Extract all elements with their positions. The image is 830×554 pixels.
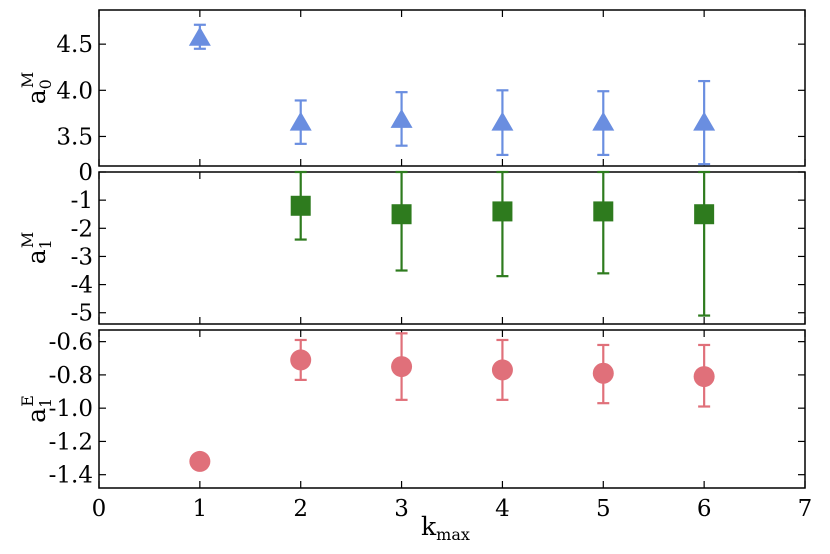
x-tick-label: 2 xyxy=(293,496,308,522)
y-tick-label: -1.4 xyxy=(49,463,93,489)
y-axis-label: a1M xyxy=(18,232,55,264)
y-tick-label: -2 xyxy=(71,216,93,242)
data-point xyxy=(491,359,513,381)
y-axis-label-sup: E xyxy=(18,395,37,407)
data-point xyxy=(290,195,311,216)
y-tick-label: -1 xyxy=(71,188,93,214)
x-axis-label-base: k xyxy=(421,512,437,541)
data-point xyxy=(391,356,413,378)
y-tick-label: 4.5 xyxy=(56,32,93,58)
panel-2: 0-1-2-3 -4-5 a1M xyxy=(18,160,806,327)
y-tick-label: 0 xyxy=(78,160,93,186)
y-axis-label-base: a xyxy=(22,89,51,104)
data-point xyxy=(390,108,413,128)
y-axis-label-sup: M xyxy=(18,72,37,88)
data-point xyxy=(592,111,615,131)
panel-frame xyxy=(98,171,806,325)
y-tick-label: 3.5 xyxy=(56,124,93,150)
data-point xyxy=(188,26,211,46)
x-tick-label: 6 xyxy=(697,496,712,522)
x-axis-label-sub: max xyxy=(436,525,470,544)
panels-layer: 3.54.04.5a0M0-1-2-3-4-5a1M-0.6-0.8-1.0-1… xyxy=(18,9,806,489)
x-tick-label: 3 xyxy=(394,496,409,522)
data-point xyxy=(694,204,715,225)
data-point xyxy=(289,111,312,131)
x-axis-label: kmax xyxy=(421,512,470,544)
y-tick-label: -1.0 xyxy=(49,396,93,422)
x-tick-labels: 0 1 2 3 4 5 6 7 xyxy=(92,496,813,522)
x-tick-label: 7 xyxy=(798,496,813,522)
x-tick-label: 5 xyxy=(596,496,611,522)
y-tick-label: -0.8 xyxy=(49,363,93,389)
x-tick-label: 0 xyxy=(92,496,107,522)
data-point xyxy=(189,450,211,472)
y-axis-label: a0M xyxy=(18,72,55,104)
y-tick-label: -4 xyxy=(71,273,93,299)
y-axis-label-sub: 1 xyxy=(36,239,55,249)
data-point xyxy=(693,111,716,131)
x-tick-label: 1 xyxy=(193,496,208,522)
panel-frame xyxy=(98,329,806,489)
data-point xyxy=(693,366,715,388)
data-point xyxy=(492,201,513,222)
y-tick-label: -1.2 xyxy=(49,429,93,455)
data-point xyxy=(592,362,614,384)
y-tick-label: -0.6 xyxy=(49,330,93,356)
y-axis-label-base: a xyxy=(22,249,51,264)
y-axis-label-base: a xyxy=(22,408,51,423)
y-tick-label: -5 xyxy=(71,301,93,327)
x-tick-label: 4 xyxy=(495,496,510,522)
y-axis-label-sub: 0 xyxy=(36,79,55,89)
data-point xyxy=(593,201,614,222)
panel-3: -0.6 -0.8 -1.0 -1.2 -1.4 a1E xyxy=(18,329,806,489)
data-point xyxy=(290,349,312,371)
data-point xyxy=(491,111,514,131)
y-tick-label: -3 xyxy=(71,244,93,270)
y-axis-label: a1E xyxy=(18,395,55,423)
y-axis-label-sub: 1 xyxy=(36,398,55,408)
y-axis-label-sup: M xyxy=(18,232,37,248)
y-tick-label: 4.0 xyxy=(56,78,93,104)
panel-frame xyxy=(98,9,806,167)
data-point xyxy=(391,204,412,225)
